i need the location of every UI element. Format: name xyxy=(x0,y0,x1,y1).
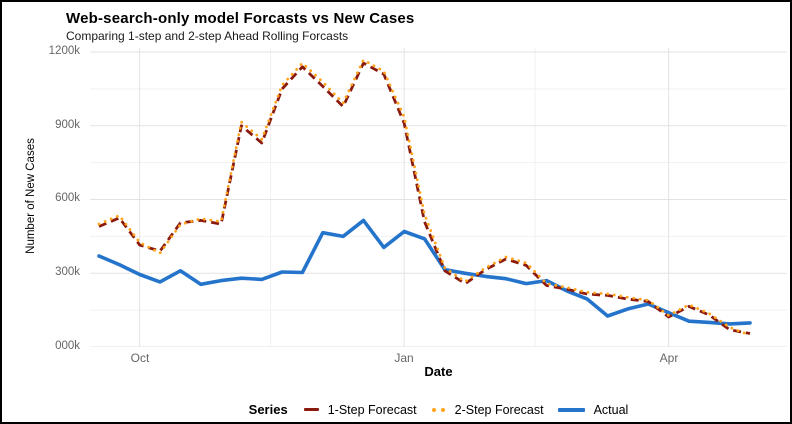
legend-label-1-step-forecast: 1-Step Forecast xyxy=(327,402,417,417)
legend-label-actual: Actual xyxy=(593,402,629,417)
legend-label-2-step-forecast: 2-Step Forecast xyxy=(454,402,544,417)
y-tick-300k: 300k xyxy=(55,266,80,278)
1-step-forecast-line xyxy=(98,61,751,335)
chart-subtitle: Comparing 1-step and 2-step Ahead Rollin… xyxy=(66,29,349,43)
x-tick-jan: Jan xyxy=(394,351,414,365)
2-step-forecast-line xyxy=(97,58,752,337)
chart-title: Web-search-only model Forcasts vs New Ca… xyxy=(66,10,415,27)
legend-item-1-step-forecast: 1-Step Forecast xyxy=(303,402,417,417)
y-tick-600k: 600k xyxy=(55,192,80,204)
plot-svg xyxy=(90,48,787,347)
actual-key-icon xyxy=(557,407,585,412)
1-step-forecast-key-icon xyxy=(303,408,319,411)
actual-line xyxy=(97,218,752,326)
y-tick-900k: 900k xyxy=(55,119,80,131)
legend-item-2-step-forecast: 2-Step Forecast xyxy=(431,403,544,417)
x-tick-apr: Apr xyxy=(659,351,679,365)
legend: Series 1-Step Forecast 2-Step Forecast A… xyxy=(90,402,787,417)
legend-title: Series xyxy=(248,402,288,417)
legend-item-actual: Actual xyxy=(557,402,629,417)
2-step-forecast-key-icon xyxy=(431,407,446,412)
x-axis-title: Date xyxy=(424,364,453,379)
y-tick-1200k: 1200k xyxy=(48,45,80,57)
x-tick-oct: Oct xyxy=(130,351,150,365)
y-tick-0k: 000k xyxy=(55,340,80,352)
